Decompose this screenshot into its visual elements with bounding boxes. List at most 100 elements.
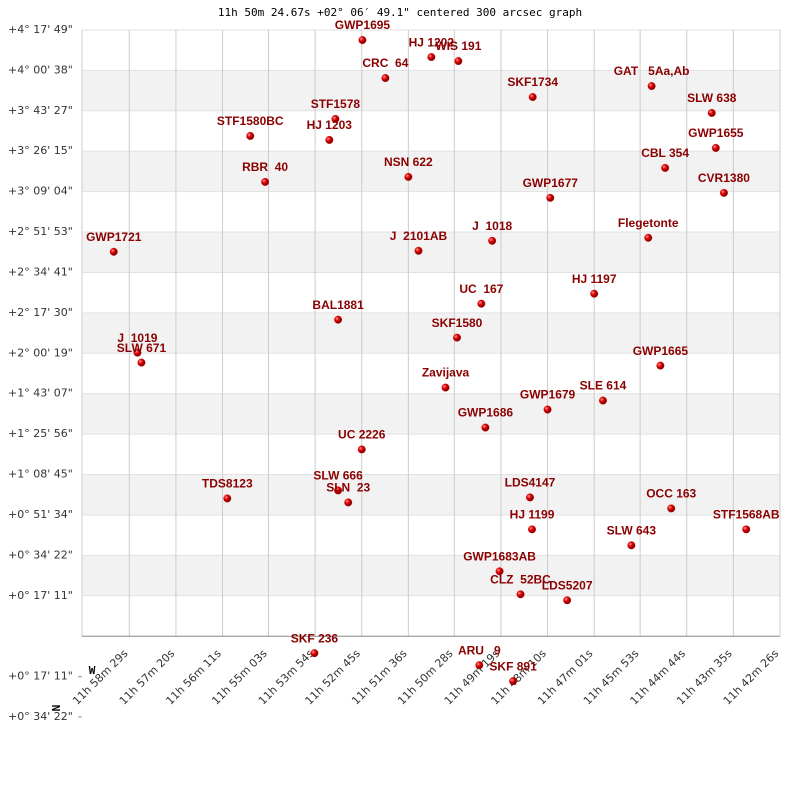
y-tick-label: +1° 25' 56" <box>8 427 73 440</box>
star <box>310 649 319 658</box>
star-label: LDS4147 <box>505 476 556 490</box>
star <box>427 53 436 62</box>
y-tick-label: +0° 34' 22" <box>8 710 73 723</box>
star-label: ARU 9 <box>458 643 501 657</box>
star-label: SLE 614 <box>580 379 627 393</box>
star-label: SKF 236 <box>291 631 339 645</box>
star <box>414 246 423 255</box>
star <box>137 358 146 367</box>
star <box>404 172 413 181</box>
north-label: N <box>50 705 63 712</box>
star-label: HJ 1197 <box>572 272 617 286</box>
star-label: CVR1380 <box>698 171 750 185</box>
chart-title: 11h 50m 24.67s +02° 06′ 49.1" centered 3… <box>218 6 582 19</box>
star <box>334 486 343 495</box>
y-tick-label: +1° 08' 45" <box>8 468 73 481</box>
star-label: NSN 622 <box>384 155 433 169</box>
star-label: Flegetonte <box>618 216 679 230</box>
star <box>441 383 450 392</box>
grid-band <box>82 232 780 273</box>
star <box>742 525 751 534</box>
star <box>495 567 504 576</box>
star-label: CRC 64 <box>362 56 408 70</box>
star <box>475 661 484 670</box>
star <box>488 236 497 245</box>
star <box>381 74 390 82</box>
star-label: SKF1580 <box>432 316 483 330</box>
star <box>599 396 607 405</box>
y-tick-label: +2° 34' 41" <box>8 265 73 278</box>
star-label: STF1580BC <box>217 114 284 128</box>
star <box>590 289 599 298</box>
star <box>509 677 518 686</box>
plot-background <box>81 29 781 637</box>
star <box>344 498 353 507</box>
star <box>707 109 716 117</box>
y-tick-label: +3° 26' 15" <box>8 144 73 157</box>
y-tick-label: +3° 43' 27" <box>8 104 73 117</box>
star <box>334 315 343 324</box>
star <box>667 504 676 513</box>
y-tick-label: +4° 17' 49" <box>8 23 73 36</box>
star <box>357 445 366 454</box>
star <box>719 188 728 197</box>
star-label: STF1578 <box>311 97 361 111</box>
star <box>528 93 537 101</box>
star <box>516 590 525 599</box>
star-label: SKF1734 <box>507 75 558 89</box>
y-tick-label: +3° 09' 04" <box>8 185 73 198</box>
star-label: GWP1679 <box>520 388 576 402</box>
grid-band <box>82 555 780 596</box>
star <box>109 247 118 256</box>
star-label: SLW 643 <box>607 523 657 537</box>
star <box>453 333 461 342</box>
star-label: SLW 671 <box>117 341 167 355</box>
y-tick-label: +0° 34' 22" <box>8 548 73 561</box>
star <box>563 596 572 605</box>
star-label: HJ 1203 <box>307 118 353 132</box>
y-tick-label: +0° 17' 11" <box>8 670 73 683</box>
star-label: WIS 191 <box>435 39 481 53</box>
star-label: GWP1665 <box>633 344 689 358</box>
y-tick-label: +2° 17' 30" <box>8 306 73 319</box>
star <box>477 299 486 308</box>
star <box>133 348 142 357</box>
star <box>543 405 552 414</box>
star-label: SLW 638 <box>687 91 737 105</box>
star-label: CLZ 52BC <box>490 572 551 586</box>
grid-band <box>82 393 780 435</box>
star <box>358 36 367 45</box>
star-label: GWP1655 <box>688 126 744 140</box>
star <box>325 135 334 144</box>
grid-band <box>82 70 780 111</box>
grid-band <box>82 312 780 354</box>
star-label: STF1568AB <box>713 508 780 522</box>
star-label: GWP1686 <box>458 406 514 420</box>
y-tick-label: +1° 43' 07" <box>8 387 73 400</box>
y-tick-label: +2° 00' 19" <box>8 346 73 359</box>
star-label: CBL 354 <box>641 146 689 160</box>
star <box>546 193 555 202</box>
star <box>246 132 255 140</box>
star-label: GWP1721 <box>86 230 142 244</box>
star-label: BAL1881 <box>312 298 364 312</box>
y-tick-label: +0° 51' 34" <box>8 508 73 521</box>
star-label: UC 2226 <box>338 428 386 442</box>
star <box>711 143 720 152</box>
star-label: SLW 666 <box>313 469 363 483</box>
star-label: J 1018 <box>472 219 512 233</box>
star <box>661 163 670 172</box>
star-label: Zavijava <box>422 366 470 380</box>
star-label: OCC 163 <box>646 487 696 501</box>
star <box>528 525 536 534</box>
y-tick-label: +4° 00' 38" <box>8 63 73 76</box>
star-label: SLN 23 <box>326 481 370 495</box>
y-tick-label: +2° 51' 53" <box>8 225 73 238</box>
star <box>261 177 270 186</box>
star-label: HJ 1202 <box>409 35 455 49</box>
star <box>481 423 490 432</box>
west-label: W <box>89 664 96 677</box>
star-label: TDS8123 <box>202 477 253 491</box>
star-label: GWP1677 <box>523 176 579 190</box>
